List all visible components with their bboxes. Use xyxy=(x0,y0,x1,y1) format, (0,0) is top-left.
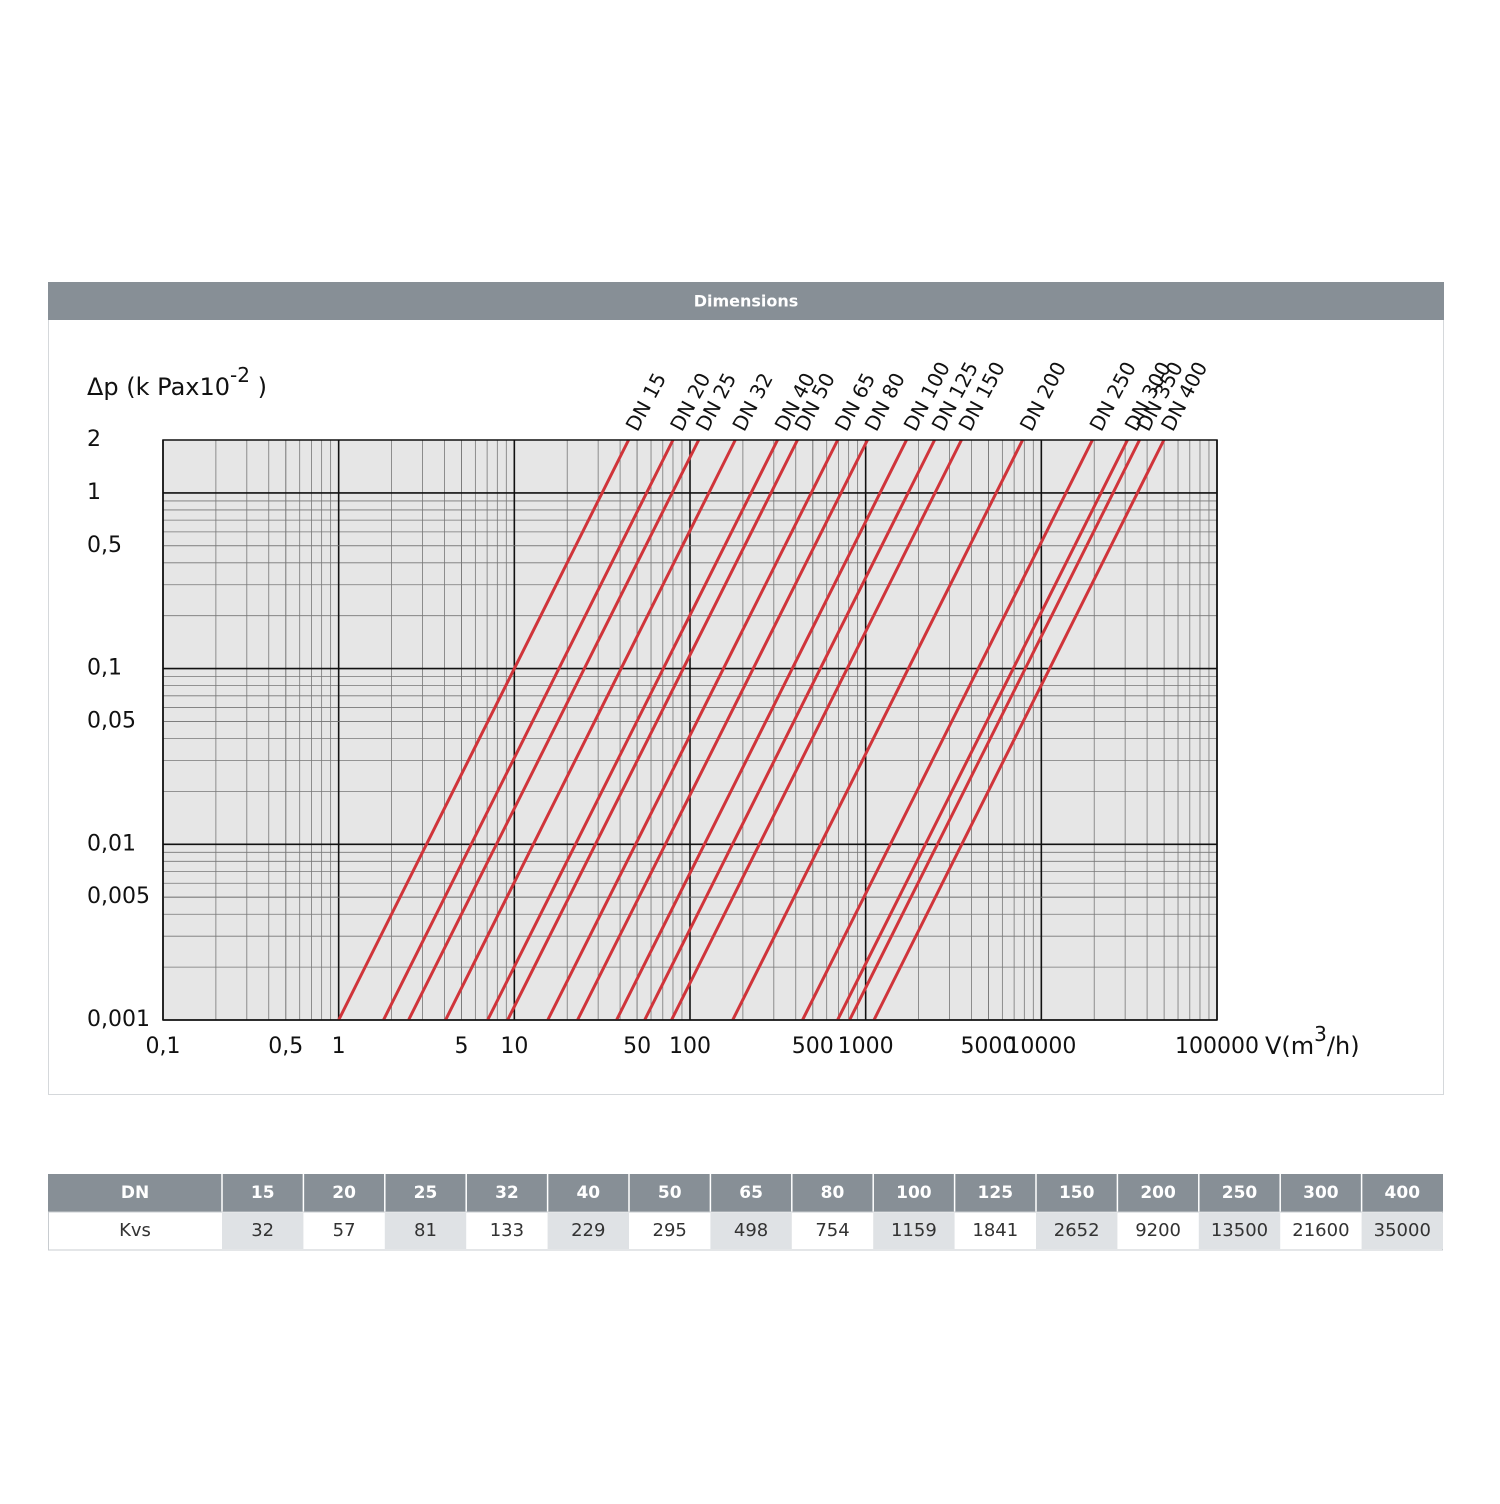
table-cell-shade xyxy=(547,1213,629,1249)
x-tick-label: 1000 xyxy=(838,1034,894,1059)
table-cell: 1159 xyxy=(891,1220,937,1241)
series-line xyxy=(546,439,840,1021)
series-line xyxy=(670,439,963,1021)
series-line xyxy=(836,439,1129,1021)
x-tick-label: 0,5 xyxy=(268,1034,303,1059)
table-cell: 35000 xyxy=(1374,1220,1431,1241)
table-cell: 1841 xyxy=(972,1220,1018,1241)
table-header-cell: 300 xyxy=(1303,1183,1339,1203)
series-line xyxy=(337,439,630,1021)
x-label-sup: 3 xyxy=(1314,1022,1327,1046)
x-tick-label: 10000 xyxy=(1006,1034,1076,1059)
x-label-text: V(m xyxy=(1265,1032,1314,1060)
table-cell-shade xyxy=(873,1213,955,1249)
table-cell-shade xyxy=(222,1213,304,1249)
table-header-cell: 20 xyxy=(332,1183,356,1203)
table-header-cell: 125 xyxy=(978,1183,1014,1203)
table-cell: Kvs xyxy=(119,1220,151,1241)
series-line xyxy=(407,439,700,1021)
table-header-cell: 200 xyxy=(1140,1183,1176,1203)
x-tick-label: 5000 xyxy=(960,1034,1016,1059)
y-label-suffix: ) xyxy=(250,373,267,401)
table-header-cell: 15 xyxy=(251,1183,275,1203)
y-tick-label: 0,001 xyxy=(87,1007,150,1032)
table-cell: 295 xyxy=(653,1220,687,1241)
table-header-cell: 32 xyxy=(495,1183,519,1203)
series-line xyxy=(444,439,737,1021)
series-line xyxy=(872,439,1166,1021)
table-cell-shade xyxy=(710,1213,792,1249)
series-line xyxy=(848,439,1141,1021)
table-header-cell: 25 xyxy=(414,1183,438,1203)
table-cell: 13500 xyxy=(1211,1220,1268,1241)
y-tick-label: 0,1 xyxy=(87,656,122,681)
series-line xyxy=(731,439,1024,1021)
series-line xyxy=(643,439,936,1021)
table-cell: 9200 xyxy=(1135,1220,1181,1241)
y-label-text: Δp (k Pax10 xyxy=(87,373,230,401)
table-header-cell: DN xyxy=(121,1183,149,1203)
table-header-cell: 150 xyxy=(1059,1183,1095,1203)
table-cell: 133 xyxy=(490,1220,524,1241)
y-tick-label: 0,5 xyxy=(87,533,122,558)
x-label-suffix: /h) xyxy=(1327,1032,1360,1060)
series-line xyxy=(506,439,799,1021)
plot-frame xyxy=(162,439,1218,1021)
table-header-cell: 250 xyxy=(1222,1183,1258,1203)
x-tick-label: 1 xyxy=(332,1034,346,1059)
table-cell-shade xyxy=(1361,1213,1443,1249)
x-tick-label: 50 xyxy=(623,1034,651,1059)
table-header-cell: 400 xyxy=(1385,1183,1421,1203)
table-cell-shade xyxy=(1036,1213,1118,1249)
y-tick-label: 0,05 xyxy=(87,708,136,733)
y-label-sup: -2 xyxy=(230,363,250,387)
panel-title: Dimensions xyxy=(694,292,799,311)
series-line xyxy=(615,439,908,1021)
panel-header xyxy=(48,282,1444,320)
table-cell-shade xyxy=(384,1213,467,1249)
table-cell: 754 xyxy=(815,1220,849,1241)
y-tick-label: 2 xyxy=(87,427,101,452)
table-header-row xyxy=(48,1174,1443,1212)
x-tick-label: 500 xyxy=(792,1034,834,1059)
y-axis-label: Δp (k Pax10-2 ) xyxy=(87,363,267,402)
table-cell-shade xyxy=(1198,1213,1281,1249)
table-cell: 81 xyxy=(414,1220,437,1241)
table-cell: 57 xyxy=(333,1220,356,1241)
x-tick-label: 10 xyxy=(500,1034,528,1059)
x-tick-label: 100000 xyxy=(1175,1034,1259,1059)
table-cell: 229 xyxy=(571,1220,605,1241)
table-header-cell: 65 xyxy=(739,1183,763,1203)
table-cell: 498 xyxy=(734,1220,768,1241)
y-tick-label: 0,01 xyxy=(87,831,136,856)
table-cell: 2652 xyxy=(1054,1220,1100,1241)
series-line xyxy=(801,439,1094,1021)
table-header-cell: 40 xyxy=(576,1183,600,1203)
table-header-cell: 100 xyxy=(896,1183,932,1203)
x-tick-label: 0,1 xyxy=(146,1034,181,1059)
x-axis-label: V(m3/h) xyxy=(1265,1022,1360,1061)
series-line xyxy=(382,439,675,1021)
series-line xyxy=(486,439,779,1021)
table-cell: 32 xyxy=(251,1220,274,1241)
series-line xyxy=(576,439,869,1021)
x-tick-label: 5 xyxy=(454,1034,468,1059)
table-header-cell: 50 xyxy=(658,1183,682,1203)
x-tick-label: 100 xyxy=(669,1034,711,1059)
y-tick-label: 0,005 xyxy=(87,884,150,909)
y-tick-label: 1 xyxy=(87,480,101,505)
table-cell: 21600 xyxy=(1292,1220,1349,1241)
table-header-cell: 80 xyxy=(821,1183,845,1203)
